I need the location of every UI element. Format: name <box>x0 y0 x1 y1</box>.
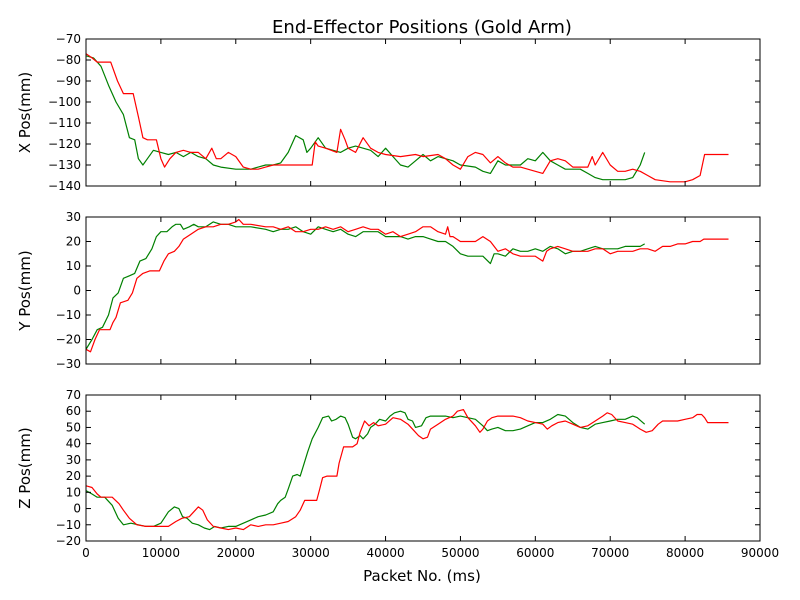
y-tick-label: −100 <box>48 95 81 109</box>
y-tick-label: −120 <box>48 137 81 151</box>
x-tick-label: 80000 <box>666 546 704 560</box>
y-tick-label: 30 <box>66 210 81 224</box>
plot-frame <box>85 38 761 187</box>
series-line-red-2 <box>86 218 729 353</box>
x-tick-label: 90000 <box>741 546 779 560</box>
x-tick-label: 60000 <box>516 546 554 560</box>
series-line-green-1 <box>86 55 646 181</box>
y-tick-label: 20 <box>66 235 81 249</box>
subplot-panels: −140−130−120−110−100−90−80−70X Pos(mm)−3… <box>16 32 779 560</box>
y-tick-label: −20 <box>56 333 81 347</box>
y-tick-label: −70 <box>56 32 81 46</box>
subplot-1: −140 −130 −120 −110 −100 −90 −80 −70 X Pos(mm) <box>16 32 761 193</box>
x-tick-label: 30000 <box>292 546 330 560</box>
y-tick-label: 20 <box>66 469 81 483</box>
x-tick-label: 50000 <box>441 546 479 560</box>
y-tick-label: 60 <box>66 404 81 418</box>
x-tick-label: 40000 <box>366 546 404 560</box>
y-tick-label: 10 <box>66 485 81 499</box>
y-tick-label: 50 <box>66 420 81 434</box>
y-tick-label: −110 <box>48 116 81 130</box>
y-tick-label: 30 <box>66 453 81 467</box>
y-tick-label: −30 <box>56 357 81 371</box>
y-axis-label: X Pos(mm) <box>16 72 34 153</box>
subplot-2: −30 −20 −10 0 10 20 30 Y Pos(mm) <box>16 210 761 371</box>
y-tick-label: −80 <box>56 53 81 67</box>
y-tick-label: −20 <box>56 534 81 548</box>
x-tick-label: 70000 <box>591 546 629 560</box>
y-axis-label: Y Pos(mm) <box>16 250 34 331</box>
y-tick-label: −130 <box>48 158 81 172</box>
y-tick-label: 40 <box>66 437 81 451</box>
y-axis-label: Z Pos(mm) <box>16 427 34 508</box>
x-tick-label: 10000 <box>142 546 180 560</box>
chart-title: End-Effector Positions (Gold Arm) <box>272 17 572 38</box>
plot-frame <box>85 394 761 542</box>
y-tick-label: 70 <box>66 388 81 402</box>
series-line-red-1 <box>86 53 729 183</box>
x-tick-label: 20000 <box>217 546 255 560</box>
x-axis-label: Packet No. (ms) <box>363 567 481 585</box>
y-tick-label: 0 <box>73 284 81 298</box>
series-line-green-3 <box>86 410 646 531</box>
y-tick-label: −10 <box>56 308 81 322</box>
series-line-green-2 <box>86 221 645 350</box>
y-tick-label: −10 <box>56 518 81 532</box>
x-tick-label: 0 <box>82 546 90 560</box>
y-tick-label: −140 <box>48 179 81 193</box>
series-line-red-3 <box>86 409 729 531</box>
y-tick-label: 0 <box>73 502 81 516</box>
y-tick-label: 10 <box>66 259 81 273</box>
y-tick-label: −90 <box>56 74 81 88</box>
